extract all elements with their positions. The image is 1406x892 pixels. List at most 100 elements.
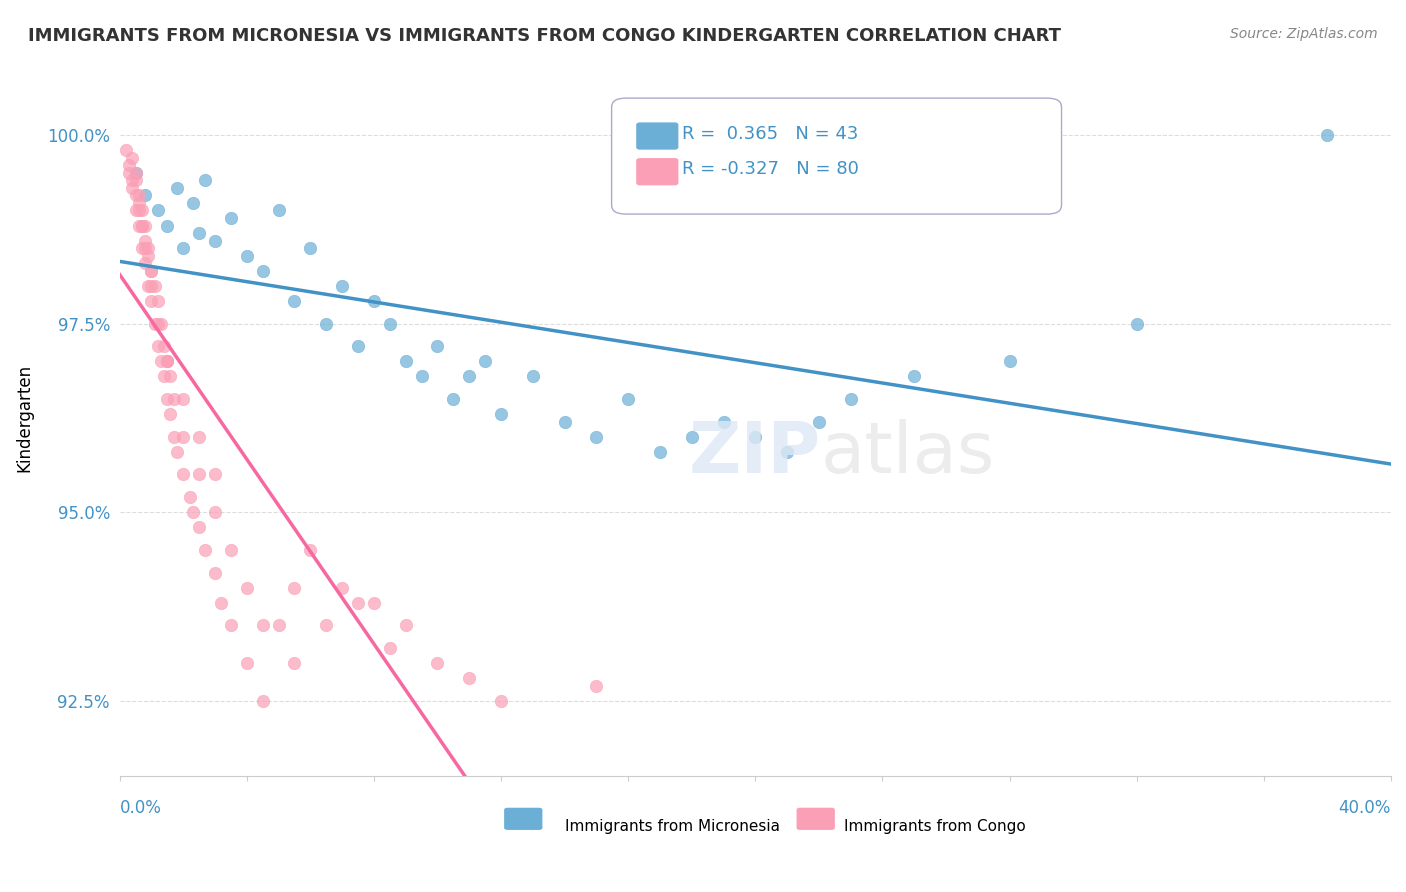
Point bbox=[363, 596, 385, 610]
Point bbox=[134, 234, 156, 248]
Point bbox=[172, 467, 194, 482]
Point bbox=[143, 317, 166, 331]
Point bbox=[776, 445, 799, 459]
Point bbox=[118, 158, 141, 172]
Point bbox=[136, 241, 159, 255]
Point bbox=[172, 392, 194, 406]
Point bbox=[159, 369, 181, 384]
Point bbox=[141, 264, 163, 278]
Point bbox=[124, 173, 146, 187]
Point bbox=[131, 219, 153, 233]
Point bbox=[172, 241, 194, 255]
Point bbox=[124, 166, 146, 180]
Point bbox=[134, 256, 156, 270]
Point bbox=[156, 354, 179, 368]
Point bbox=[378, 317, 401, 331]
Point bbox=[330, 581, 353, 595]
Text: Immigrants from Micronesia: Immigrants from Micronesia bbox=[565, 819, 779, 834]
Point bbox=[128, 188, 150, 202]
Point bbox=[128, 219, 150, 233]
Text: R = -0.327   N = 80: R = -0.327 N = 80 bbox=[682, 161, 859, 178]
Point bbox=[378, 640, 401, 655]
Text: atlas: atlas bbox=[821, 419, 995, 488]
Point bbox=[128, 203, 150, 218]
Text: IMMIGRANTS FROM MICRONESIA VS IMMIGRANTS FROM CONGO KINDERGARTEN CORRELATION CHA: IMMIGRANTS FROM MICRONESIA VS IMMIGRANTS… bbox=[28, 27, 1062, 45]
Point bbox=[219, 542, 242, 557]
Point bbox=[299, 542, 322, 557]
Point bbox=[315, 317, 337, 331]
Point bbox=[744, 430, 766, 444]
Point bbox=[156, 219, 179, 233]
Point bbox=[219, 211, 242, 225]
Point bbox=[172, 430, 194, 444]
Point bbox=[131, 203, 153, 218]
Point bbox=[149, 354, 172, 368]
Point bbox=[807, 415, 830, 429]
Point bbox=[489, 407, 512, 421]
Point bbox=[395, 354, 418, 368]
Point bbox=[489, 694, 512, 708]
Point bbox=[188, 467, 211, 482]
Point bbox=[903, 369, 925, 384]
Point bbox=[188, 520, 211, 534]
Point bbox=[252, 618, 274, 632]
Point bbox=[124, 188, 146, 202]
Point bbox=[153, 339, 176, 353]
Point bbox=[474, 354, 496, 368]
Point bbox=[143, 279, 166, 293]
Point bbox=[395, 618, 418, 632]
Point bbox=[1316, 128, 1339, 142]
Point bbox=[146, 203, 169, 218]
Point bbox=[283, 293, 305, 308]
Point bbox=[181, 505, 204, 519]
Point bbox=[458, 369, 481, 384]
Point bbox=[141, 279, 163, 293]
Point bbox=[134, 219, 156, 233]
Point bbox=[156, 354, 179, 368]
Point bbox=[426, 656, 449, 670]
Point bbox=[188, 226, 211, 240]
Point bbox=[648, 445, 671, 459]
Point bbox=[115, 143, 138, 157]
Point bbox=[163, 430, 186, 444]
Point bbox=[315, 618, 337, 632]
Point bbox=[839, 392, 862, 406]
Point bbox=[146, 317, 169, 331]
Point bbox=[363, 293, 385, 308]
Point bbox=[283, 656, 305, 670]
Point bbox=[134, 241, 156, 255]
Point bbox=[159, 407, 181, 421]
Point bbox=[136, 249, 159, 263]
Text: Immigrants from Congo: Immigrants from Congo bbox=[844, 819, 1026, 834]
Point bbox=[209, 596, 232, 610]
Y-axis label: Kindergarten: Kindergarten bbox=[15, 364, 32, 472]
Point bbox=[153, 369, 176, 384]
Point bbox=[149, 317, 172, 331]
Point bbox=[235, 249, 257, 263]
Point bbox=[554, 415, 576, 429]
Point bbox=[204, 234, 226, 248]
Point bbox=[204, 505, 226, 519]
Point bbox=[156, 392, 179, 406]
FancyBboxPatch shape bbox=[797, 808, 834, 830]
Point bbox=[522, 369, 544, 384]
Point bbox=[121, 151, 143, 165]
Point bbox=[252, 264, 274, 278]
Point bbox=[426, 339, 449, 353]
Point bbox=[204, 566, 226, 580]
Point bbox=[204, 467, 226, 482]
Point bbox=[219, 618, 242, 632]
Point bbox=[188, 430, 211, 444]
Point bbox=[141, 264, 163, 278]
Point bbox=[118, 166, 141, 180]
Point bbox=[267, 203, 290, 218]
Point bbox=[146, 339, 169, 353]
Point bbox=[441, 392, 464, 406]
Point bbox=[121, 173, 143, 187]
Point bbox=[124, 166, 146, 180]
Point bbox=[347, 596, 370, 610]
Point bbox=[163, 392, 186, 406]
Point bbox=[128, 195, 150, 210]
Point bbox=[235, 581, 257, 595]
Point bbox=[121, 181, 143, 195]
